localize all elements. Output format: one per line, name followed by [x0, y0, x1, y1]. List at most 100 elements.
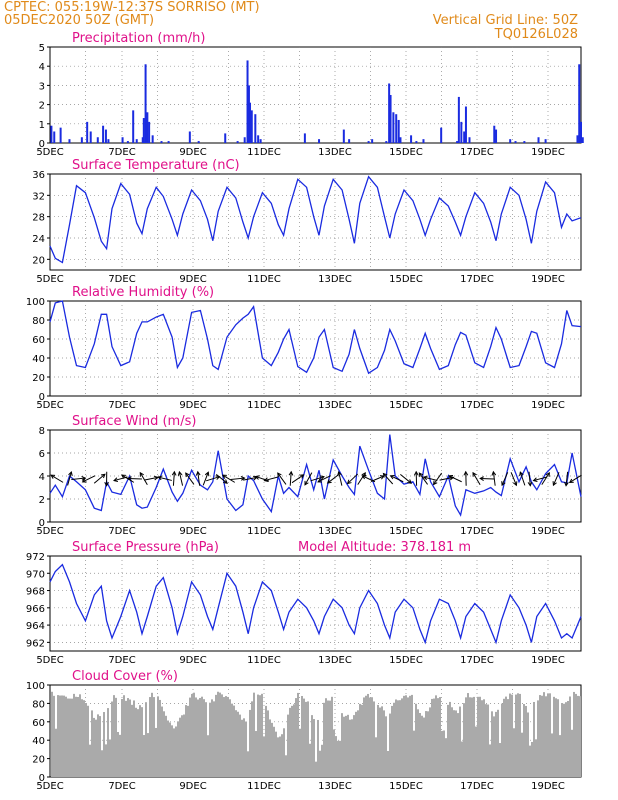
cloud-bar	[197, 699, 199, 777]
cloud-bar	[399, 700, 401, 777]
cloud-bar	[541, 695, 543, 777]
wind-arrow	[310, 475, 325, 482]
cloud-bar	[319, 750, 321, 777]
cloud-bar	[495, 711, 497, 777]
cloud-bar	[371, 697, 373, 777]
cloud-bar	[103, 712, 105, 777]
precip-bar	[107, 139, 110, 143]
wind-arrow	[400, 473, 413, 484]
series-line	[49, 563, 582, 645]
cloud-bar	[297, 692, 299, 777]
cloud-bar	[121, 698, 123, 777]
cloud-bar	[295, 698, 297, 777]
cloud-bar	[353, 715, 355, 777]
cloud-bar	[417, 709, 419, 777]
cloud-bar	[453, 710, 455, 777]
cloud-bar	[419, 712, 421, 777]
wind-arrow	[448, 475, 462, 483]
cloud-bar	[229, 699, 231, 777]
x-tick-label: 13DEC	[318, 526, 352, 537]
precip-bar	[392, 112, 395, 143]
x-tick-label: 17DEC	[460, 655, 494, 666]
x-tick-label: 5DEC	[36, 655, 63, 666]
cloud-bar	[539, 695, 541, 777]
cloud-bar	[447, 704, 449, 777]
y-tick-label: 36	[32, 170, 45, 181]
cloud-bar	[89, 744, 91, 777]
cloud-bar	[301, 695, 303, 777]
precip-bar	[246, 60, 249, 143]
cloud-bar	[395, 699, 397, 777]
precip-bar	[254, 114, 257, 143]
x-tick-label: 15DEC	[389, 655, 423, 666]
x-tick-label: 7DEC	[108, 400, 135, 411]
x-tick-label: 11DEC	[247, 781, 281, 792]
precip-bar	[50, 125, 53, 143]
x-tick-label: 17DEC	[460, 400, 494, 411]
precip-bar	[493, 125, 496, 143]
cloud-bar	[335, 736, 337, 777]
precip-bar	[495, 129, 498, 143]
cloud-bar	[529, 745, 531, 777]
cloud-bar	[99, 716, 101, 777]
precip-bar	[544, 139, 547, 143]
cloud-bar	[485, 704, 487, 777]
y-tick-label: 964	[26, 621, 45, 632]
cloud-bar	[273, 726, 275, 777]
cloud-bar	[445, 738, 447, 777]
cloud-bar	[173, 728, 175, 777]
y-tick-label: 4	[39, 62, 45, 73]
precip-bar	[460, 121, 463, 143]
cloud-bar	[225, 696, 227, 777]
cloud-bar	[379, 707, 381, 777]
cloud-bar	[481, 700, 483, 777]
cloud-bar	[571, 729, 573, 777]
cloud-bar	[117, 732, 119, 777]
cloud-bar	[303, 698, 305, 777]
cloud-bar	[239, 714, 241, 777]
panel-2: 0 20 40 60 80 100 5DEC 7DEC 9DEC 11DEC 13DEC 15DEC 1…	[26, 285, 582, 411]
cloud-bar	[293, 704, 295, 777]
cloud-bar	[123, 695, 125, 777]
precip-bar	[371, 139, 374, 143]
precip-bar	[135, 139, 138, 143]
cloud-bar	[317, 719, 319, 777]
cloud-bar	[231, 703, 233, 777]
x-tick-label: 13DEC	[318, 655, 352, 666]
cloud-bar	[179, 717, 181, 777]
cloud-bar	[465, 697, 467, 777]
cloud-bar	[523, 703, 525, 777]
cloud-bar	[211, 699, 213, 777]
precip-bar	[457, 96, 460, 143]
cloud-bar	[561, 703, 563, 777]
precip-bar	[96, 137, 99, 143]
precip-bar	[342, 129, 345, 143]
cloud-bar	[215, 694, 217, 777]
cloud-bar	[219, 692, 221, 777]
cloud-bar	[107, 708, 109, 777]
wind-arrow	[337, 470, 343, 486]
wind-arrow	[382, 472, 394, 485]
cloud-bar	[551, 733, 553, 777]
cloud-bar	[555, 698, 557, 777]
wind-arrow	[277, 472, 287, 485]
cloud-bar	[365, 695, 367, 777]
precip-bar	[456, 141, 459, 143]
cloud-bar	[563, 703, 565, 777]
precip-bar	[576, 135, 579, 143]
wind-arrow	[541, 471, 550, 485]
x-tick-label: 15DEC	[389, 781, 423, 792]
cloud-bar	[455, 710, 457, 777]
wind-arrow	[568, 474, 582, 484]
cloud-bar	[575, 693, 577, 777]
cloud-bar	[233, 705, 235, 777]
cloud-bar	[427, 711, 429, 777]
cloud-bar	[323, 702, 325, 777]
cloud-bar	[213, 701, 215, 777]
precip-bar	[399, 137, 402, 143]
cloud-bar	[207, 735, 209, 777]
cloud-bar	[183, 714, 185, 777]
cloud-bar	[543, 692, 545, 777]
cloud-bar	[141, 707, 143, 777]
x-tick-label: 13DEC	[318, 781, 352, 792]
